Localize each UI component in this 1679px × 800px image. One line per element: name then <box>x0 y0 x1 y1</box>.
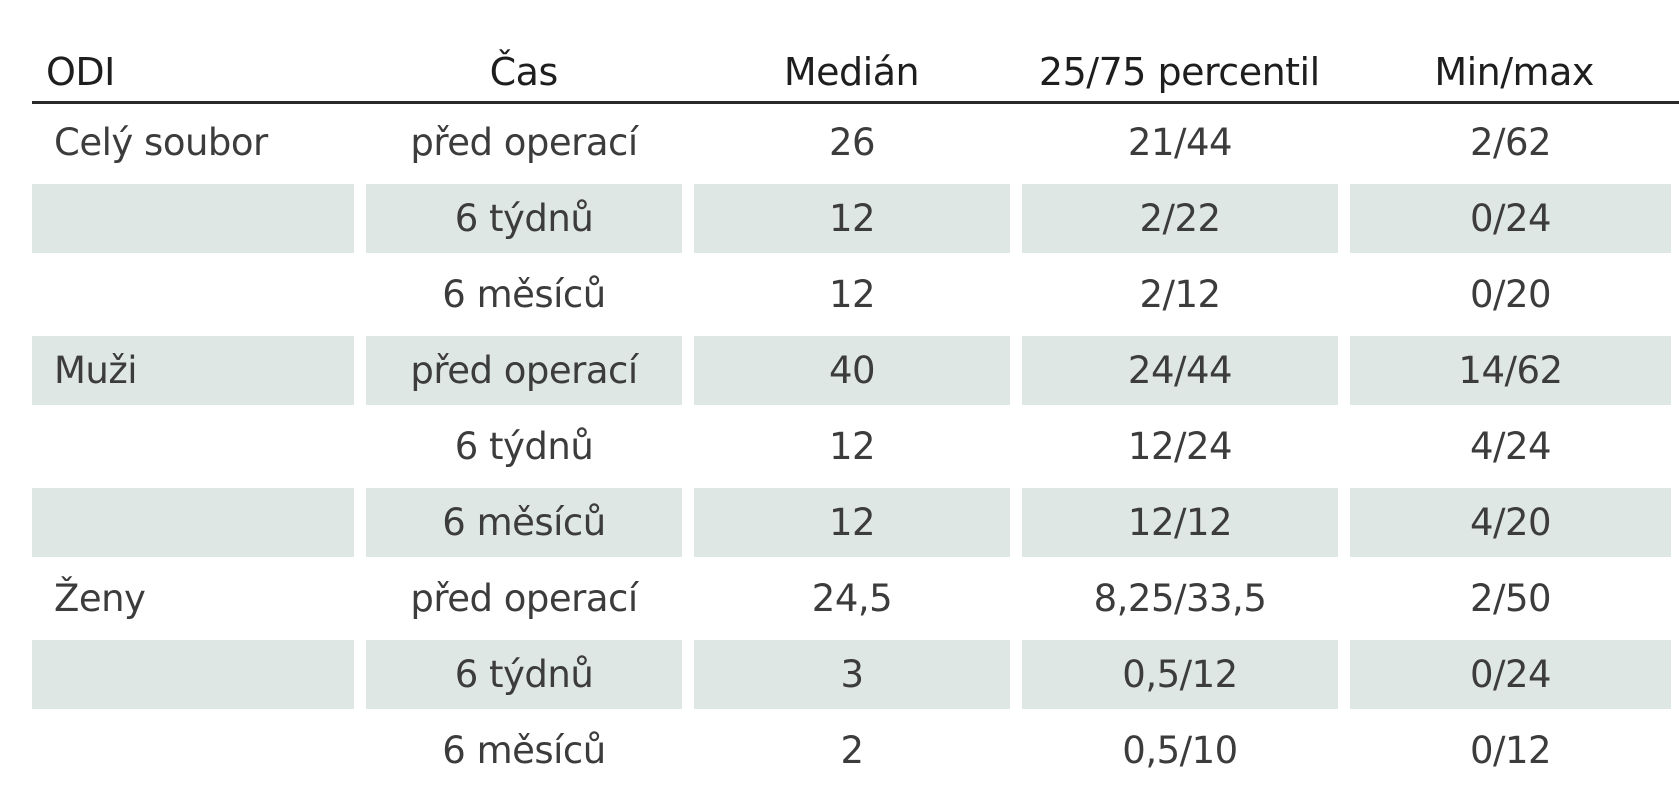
cell-minmax: 2/50 <box>1469 577 1552 620</box>
table-row: Ženy před operací 24,5 8,25/33,5 2/50 <box>32 564 1679 633</box>
table-row: Celý soubor před operací 26 21/44 2/62 <box>32 108 1679 177</box>
cell-percentile: 0,5/12 <box>1022 640 1338 709</box>
table-row: 6 týdnů 12 12/24 4/24 <box>32 412 1679 481</box>
cell-percentile: 2/12 <box>1139 273 1221 316</box>
cell-group <box>32 488 354 557</box>
table-row: 6 týdnů 3 0,5/12 0/24 <box>32 640 1679 709</box>
header-median: Medián <box>783 50 920 94</box>
cell-median: 24,5 <box>811 577 893 620</box>
table-row: 6 měsíců 2 0,5/10 0/12 <box>32 716 1679 785</box>
cell-minmax: 0/24 <box>1350 184 1671 253</box>
header-minmax: Min/max <box>1434 50 1594 94</box>
cell-group <box>32 640 354 709</box>
cell-time: 6 měsíců <box>442 273 606 316</box>
table-row: 6 týdnů 12 2/22 0/24 <box>32 184 1679 253</box>
cell-median: 2 <box>840 729 864 772</box>
table-row: Muži před operací 40 24/44 14/62 <box>32 336 1679 405</box>
cell-time: před operací <box>410 577 638 620</box>
cell-group <box>32 716 354 785</box>
cell-median: 12 <box>694 184 1010 253</box>
header-odi: ODI <box>46 50 115 94</box>
cell-time: před operací <box>410 121 638 164</box>
cell-minmax: 0/12 <box>1469 729 1552 772</box>
header-percentil: 25/75 percentil <box>1038 50 1320 94</box>
table-row: 6 měsíců 12 12/12 4/20 <box>32 488 1679 557</box>
cell-median: 12 <box>694 488 1010 557</box>
cell-percentile: 2/22 <box>1022 184 1338 253</box>
cell-group: Muži <box>32 336 354 405</box>
cell-median: 12 <box>828 273 876 316</box>
cell-minmax: 0/24 <box>1350 640 1671 709</box>
cell-time: 6 týdnů <box>366 184 682 253</box>
cell-group <box>32 184 354 253</box>
table-header: ODI Čas Medián 25/75 percentil Min/max <box>32 32 1679 104</box>
cell-percentile: 21/44 <box>1127 121 1233 164</box>
cell-group <box>32 412 354 481</box>
cell-percentile: 8,25/33,5 <box>1093 577 1267 620</box>
cell-time: 6 týdnů <box>366 640 682 709</box>
cell-minmax: 0/20 <box>1469 273 1552 316</box>
cell-median: 12 <box>828 425 876 468</box>
cell-percentile: 12/12 <box>1022 488 1338 557</box>
cell-percentile: 24/44 <box>1022 336 1338 405</box>
cell-time: 6 měsíců <box>366 488 682 557</box>
cell-percentile: 12/24 <box>1127 425 1233 468</box>
cell-minmax: 4/24 <box>1469 425 1552 468</box>
cell-minmax: 2/62 <box>1469 121 1552 164</box>
cell-median: 3 <box>694 640 1010 709</box>
cell-group: Celý soubor <box>54 121 268 164</box>
cell-time: 6 měsíců <box>442 729 606 772</box>
cell-median: 40 <box>694 336 1010 405</box>
table-body: Celý soubor před operací 26 21/44 2/62 6… <box>32 108 1679 785</box>
cell-group <box>32 260 354 329</box>
header-cas: Čas <box>489 50 559 94</box>
cell-percentile: 0,5/10 <box>1122 729 1238 772</box>
cell-minmax: 14/62 <box>1350 336 1671 405</box>
cell-group: Ženy <box>54 577 146 620</box>
cell-time: před operací <box>366 336 682 405</box>
cell-median: 26 <box>828 121 876 164</box>
cell-time: 6 týdnů <box>454 425 594 468</box>
odi-table: ODI Čas Medián 25/75 percentil Min/max C… <box>32 32 1679 792</box>
cell-minmax: 4/20 <box>1350 488 1671 557</box>
table-row: 6 měsíců 12 2/12 0/20 <box>32 260 1679 329</box>
